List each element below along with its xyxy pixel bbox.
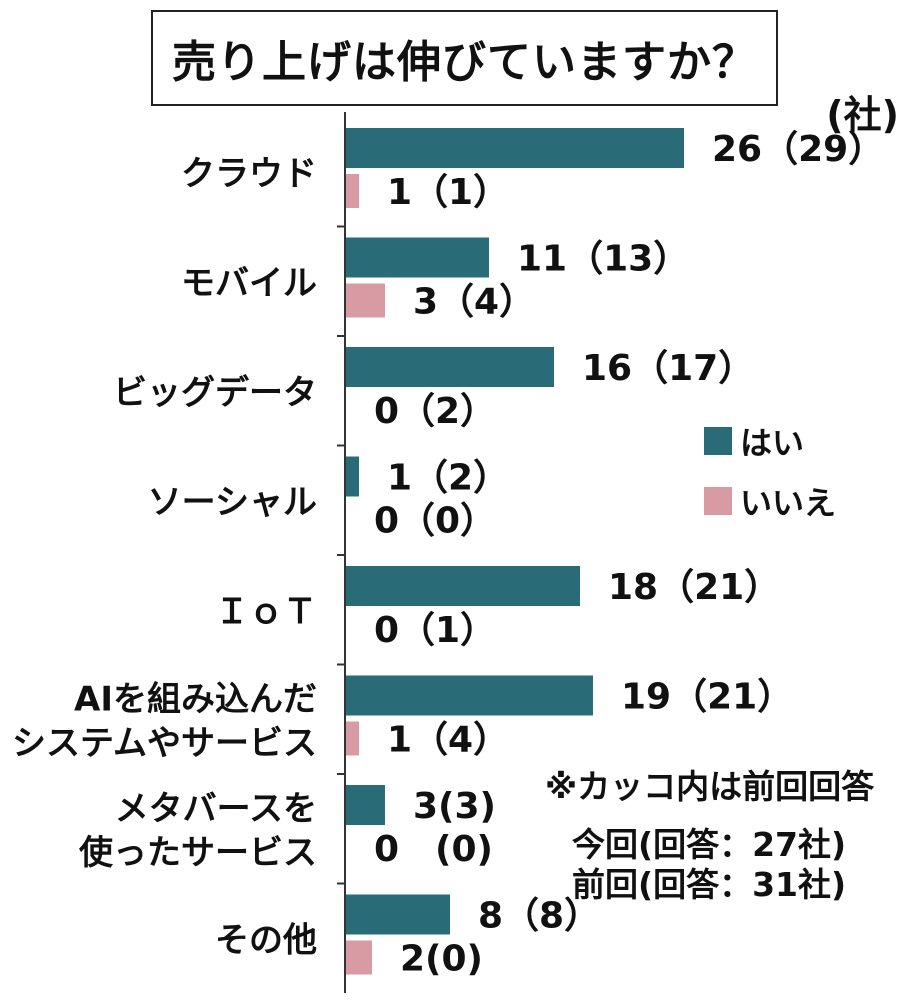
data-label-no: 2(0) [400,939,483,980]
category-label-line: モバイル [181,264,317,304]
data-label-yes: 18（21） [608,567,780,608]
legend-swatch-yes [704,427,732,455]
note-previous: 前回(回答：31社) [572,865,847,904]
data-label-yes: 3(3) [413,786,496,827]
category-label: その他 [215,921,317,961]
data-label-yes: 1（2） [387,458,509,499]
bar-no [346,721,359,756]
bar-yes [346,675,593,716]
category-label-line: メタバースを [115,789,317,829]
data-label-yes: 19（21） [621,677,793,718]
legend-label-yes: はい [740,424,805,462]
category-label-line: システムやサービス [12,724,317,764]
legend-swatch-no [704,487,732,515]
data-label-no: 1（1） [387,172,509,213]
data-label-yes: 8（8） [478,896,600,937]
data-label-yes: 16（17） [582,348,754,389]
data-label-no: 3（4） [413,282,535,323]
legend-item-no: いいえ [704,478,836,524]
category-label: AIを組み込んだシステムやサービス [12,680,317,764]
bar-yes [346,785,385,825]
category-label-line: ソーシャル [148,483,317,523]
bar-yes [346,456,359,497]
data-label-yes: 26（29） [712,129,884,170]
category-label-line: ビッグデータ [113,373,317,413]
bar-yes [346,347,554,387]
category-label-line: AIを組み込んだ [74,680,317,720]
data-label-no: 0（1） [374,610,496,651]
bar-no [346,940,372,975]
category-label-line: クラウド [181,154,317,194]
category-label: ソーシャル [148,483,317,523]
category-label-line: その他 [215,921,317,961]
note-current: 今回(回答：27社) [572,825,847,864]
legend-item-yes: はい [704,418,804,464]
note-bracket: ※カッコ内は前回回答 [545,767,875,806]
bar-no [346,174,359,208]
category-label: メタバースを使ったサービス [78,789,317,873]
data-label-no: 1（4） [387,720,509,761]
category-label: ビッグデータ [113,373,317,413]
bar-no [346,283,385,318]
category-label: ＩｏＴ [215,592,317,632]
category-label-line: ＩｏＴ [215,592,317,632]
category-label: クラウド [181,154,317,194]
bar-yes [346,566,580,606]
category-label-line: 使ったサービス [78,833,317,873]
data-label-no: 0 (0) [374,829,493,870]
unit-label: (社) [826,93,899,137]
data-label-no: 0（2） [374,391,496,432]
chart-title: 売り上げは伸びていますか？ [151,10,778,106]
legend-label-no: いいえ [740,484,837,522]
data-label-yes: 11（13） [517,239,689,280]
bar-yes [346,128,684,168]
bar-yes [346,237,489,278]
data-label-no: 0（0） [374,501,496,542]
category-label: モバイル [181,264,317,304]
bar-yes [346,894,450,935]
